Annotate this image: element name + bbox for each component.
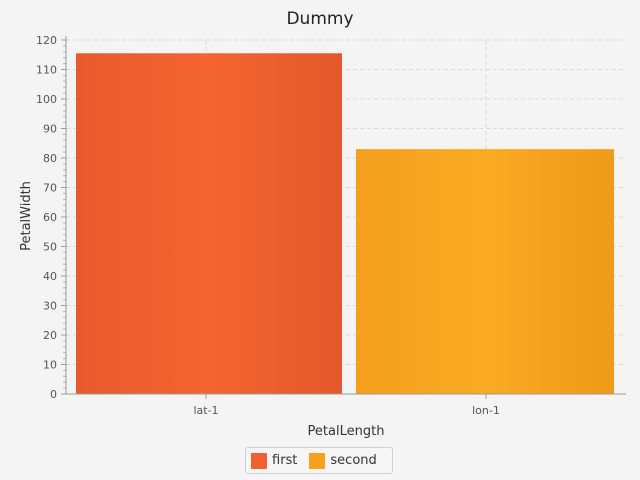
x-tick-labels: lat-1 lon-1 — [193, 404, 499, 417]
legend-swatch — [251, 452, 267, 469]
chart-title: Dummy — [286, 9, 353, 29]
x-axis-title: PetalLength — [308, 424, 385, 439]
x-tick-label: lon-1 — [472, 404, 500, 417]
legend-item-second[interactable]: second — [309, 452, 377, 469]
x-tick-label: lat-1 — [193, 404, 218, 417]
y-tick-label: 60 — [43, 211, 57, 224]
y-tick-label: 50 — [43, 241, 57, 254]
legend-label: first — [272, 453, 298, 468]
legend-label: second — [330, 453, 377, 468]
y-tick-labels: 0 10 20 30 40 50 60 70 80 90 100 110 120 — [36, 34, 57, 401]
y-tick-label: 80 — [43, 152, 57, 165]
y-tick-label: 120 — [36, 34, 57, 47]
bar-second-lon-1 — [356, 149, 614, 394]
bars — [76, 53, 614, 395]
legend-item-first[interactable]: first — [251, 452, 298, 469]
axes — [61, 36, 626, 399]
y-tick-label: 10 — [43, 359, 57, 372]
y-tick-label: 110 — [36, 64, 57, 77]
y-tick-label: 70 — [43, 182, 57, 195]
y-tick-label: 90 — [43, 123, 57, 136]
y-tick-label: 30 — [43, 300, 57, 313]
y-tick-label: 100 — [36, 93, 57, 106]
y-tick-label: 0 — [50, 388, 57, 401]
chart-legend: first second — [245, 447, 393, 474]
y-tick-label: 40 — [43, 270, 57, 283]
legend-swatch — [309, 452, 326, 469]
y-axis-title: PetalWidth — [19, 181, 34, 251]
bar-first-lat-1 — [76, 53, 342, 395]
y-tick-label: 20 — [43, 329, 57, 342]
